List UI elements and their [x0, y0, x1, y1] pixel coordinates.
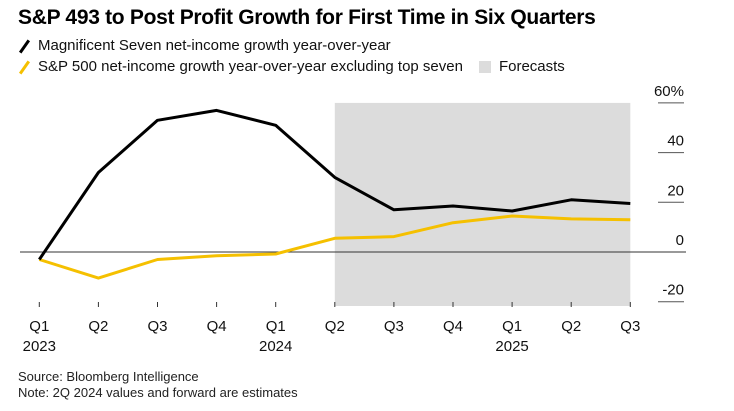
- legend-item-sp493: S&P 500 net-income growth year-over-year…: [18, 58, 565, 75]
- y-tick-label: 40: [667, 133, 684, 150]
- y-tick-label: 20: [667, 182, 684, 199]
- legend-item-magnificent-seven: Magnificent Seven net-income growth year…: [18, 37, 391, 54]
- x-tick-label-quarter: Q1: [502, 318, 522, 335]
- estimate-note: Note: 2Q 2024 values and forward are est…: [18, 385, 298, 400]
- x-tick-label-quarter: Q4: [443, 318, 463, 335]
- chart-title: S&P 493 to Post Profit Growth for First …: [18, 6, 596, 29]
- y-tick-label: 60%: [654, 83, 684, 100]
- y-tick-label: 0: [676, 232, 684, 249]
- x-tick-label-quarter: Q2: [325, 318, 345, 335]
- x-tick-label-quarter: Q3: [384, 318, 404, 335]
- x-tick-label-quarter: Q3: [620, 318, 640, 335]
- source-note: Source: Bloomberg Intelligence: [18, 369, 199, 384]
- x-tick-label-year: 2025: [495, 338, 528, 355]
- x-tick-label-quarter: Q1: [29, 318, 49, 335]
- x-tick-label-year: 2023: [23, 338, 56, 355]
- x-tick-label-quarter: Q2: [88, 318, 108, 335]
- forecast-region: [334, 102, 631, 307]
- y-tick-label: -20: [662, 282, 684, 299]
- x-tick-label-quarter: Q2: [561, 318, 581, 335]
- x-tick-label-quarter: Q4: [207, 318, 227, 335]
- x-tick-label-quarter: Q1: [266, 318, 286, 335]
- x-tick-label-quarter: Q3: [147, 318, 167, 335]
- forecast-swatch-icon: [478, 60, 491, 73]
- x-tick-label-year: 2024: [259, 338, 292, 355]
- legend-label-sp493: S&P 500 net-income growth year-over-year…: [38, 58, 463, 75]
- legend-label-magnificent-seven: Magnificent Seven net-income growth year…: [38, 37, 391, 54]
- legend-label-forecasts: Forecasts: [498, 58, 565, 75]
